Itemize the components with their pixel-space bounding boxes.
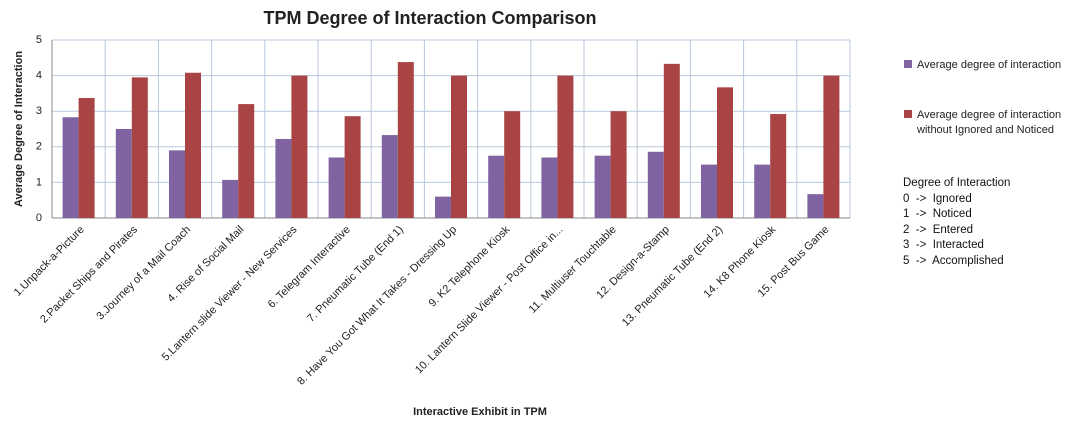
bar [62,117,79,218]
bar [701,164,717,218]
legend-swatch [904,110,912,118]
legend-label: Average degree of interaction [917,59,1062,71]
note-line: 5 -> Accomplished [903,254,1004,267]
bar [807,194,824,218]
y-tick-label: 0 [36,212,42,224]
bar [381,135,398,218]
bar [275,138,292,218]
note-line: 2 -> Entered [903,223,973,236]
bar [78,98,95,218]
bar [594,155,611,218]
bar [557,75,574,218]
bar [488,155,505,218]
x-tick-label: 11. Multiuser Touchtable [527,224,619,316]
bar [435,196,451,218]
bar [328,157,345,218]
bar [291,75,308,218]
y-axis-label: Average Degree of Interaction [13,51,25,207]
bar [754,164,771,218]
bar [663,63,680,218]
bar [770,114,787,218]
bar [222,179,239,218]
bar [610,111,627,218]
x-tick-label: 13. Pneumatic Tube (End 2) [620,224,725,329]
bar [823,75,840,218]
bar [717,87,733,219]
y-tick-label: 2 [36,141,42,153]
legend-label: Average degree of interaction without Ig… [917,109,1062,136]
x-axis-label: Interactive Exhibit in TPM [413,406,547,418]
y-tick-label: 5 [36,34,42,46]
chart-title: TPM Degree of Interaction Comparison [263,8,596,28]
bar [397,62,414,219]
bar [647,151,664,218]
legend-note: Degree of Interaction 0 -> Ignored 1 -> N… [903,176,1010,269]
y-tick-label: 3 [36,105,42,117]
bar [115,129,132,218]
bar [131,77,148,218]
bar [541,157,558,218]
bar [451,75,467,218]
note-lines: 0 -> Ignored 1 -> Noticed 2 -> Entered 3 ->… [903,192,1010,270]
bar [344,116,361,218]
y-tick-label: 4 [36,70,42,82]
note-line: 3 -> Interacted [903,239,984,251]
note-line: 0 -> Ignored [903,192,972,205]
bar [504,111,521,218]
bar [169,150,185,218]
note-line: 1 -> Noticed [903,208,972,220]
note-title: Degree of Interaction [903,177,1011,189]
x-tick-label: 3.Journey of a Mail Coach [94,224,193,323]
legend-swatch [904,60,912,68]
x-tick-label: 7. Pneumatic Tube (End 1) [305,224,406,325]
y-tick-label: 1 [36,176,42,188]
bar [185,72,201,218]
bar [238,104,255,218]
x-tick-label: 2.Packet Ships and Pirates [38,223,140,325]
